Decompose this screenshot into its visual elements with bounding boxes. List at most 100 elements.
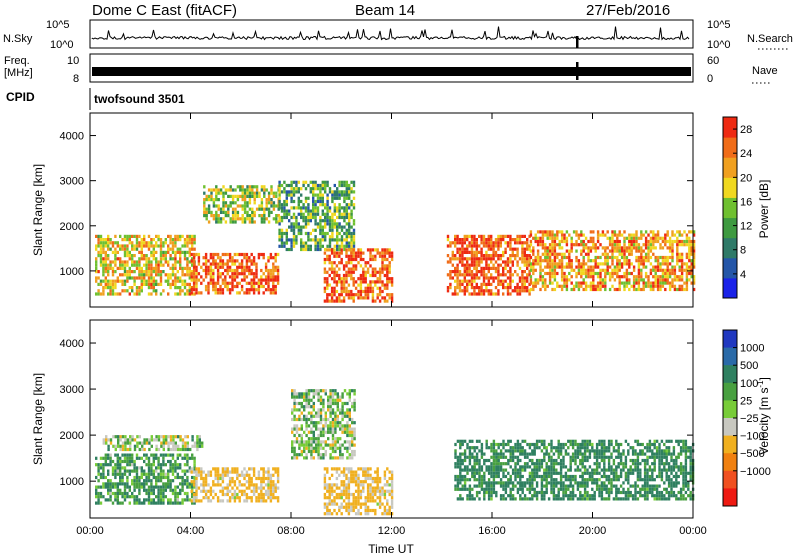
echo-cell [471, 465, 474, 469]
echo-cell [671, 271, 674, 276]
echo-cell [348, 187, 351, 191]
echo-cell [336, 228, 339, 232]
echo-cell [323, 483, 327, 487]
echo-cell [528, 257, 531, 261]
echo-cell [188, 282, 191, 286]
echo-cell [123, 466, 127, 470]
echo-cell [172, 447, 175, 452]
echo-cell [255, 262, 258, 266]
echo-cell [485, 490, 488, 495]
echo-cell [236, 467, 239, 471]
echo-cell [376, 470, 379, 474]
echo-cell [526, 238, 529, 242]
echo-cell [499, 279, 502, 283]
echo-cell [293, 414, 296, 418]
echo-cell [654, 284, 657, 288]
echo-cell [342, 286, 346, 290]
echo-cell [143, 501, 146, 505]
echo-cell [334, 398, 337, 402]
echo-cell [183, 463, 187, 467]
echo-cell [623, 275, 626, 279]
echo-cell [102, 257, 105, 261]
echo-cell [104, 260, 107, 264]
echo-cell [145, 456, 148, 460]
echo-cell [644, 236, 648, 240]
echo-cell [179, 488, 182, 492]
echo-cell [291, 430, 294, 434]
echo-cell [359, 264, 363, 268]
echo-cell [293, 417, 296, 422]
echo-cell [128, 270, 131, 274]
echo-cell [169, 469, 172, 473]
echo-cell [459, 468, 462, 472]
echo-cell [248, 256, 251, 260]
echo-cell [183, 286, 187, 290]
echo-cell [341, 427, 344, 431]
echo-cell [210, 198, 213, 202]
echo-cell [326, 508, 329, 513]
echo-cell [193, 501, 196, 505]
echo-cell [616, 275, 619, 279]
echo-cell [676, 246, 679, 250]
echo-cell [461, 497, 464, 501]
echo-cell [167, 485, 170, 489]
echo-cell [374, 283, 377, 287]
echo-cell [558, 284, 561, 288]
echo-cell [340, 470, 343, 474]
echo-cell [342, 299, 346, 303]
echo-cell [456, 481, 460, 485]
echo-cell [140, 273, 143, 277]
echo-cell [330, 261, 334, 265]
echo-cell [250, 284, 253, 289]
echo-cell [326, 212, 329, 216]
echo-cell [248, 272, 251, 276]
echo-cell [352, 270, 355, 274]
echo-cell [509, 234, 512, 238]
echo-cell [233, 272, 237, 276]
echo-cell [227, 207, 230, 211]
echo-cell [272, 275, 275, 279]
echo-cell [155, 244, 158, 248]
echo-cell [371, 286, 375, 290]
echo-cell [95, 257, 98, 261]
echo-cell [310, 430, 313, 434]
echo-cell [104, 286, 107, 290]
echo-cell [145, 475, 148, 480]
echo-cell [145, 266, 148, 270]
echo-cell [99, 466, 103, 470]
echo-cell [177, 447, 180, 452]
echo-cell [340, 251, 343, 255]
echo-cell [685, 239, 689, 244]
echo-cell [506, 270, 510, 274]
echo-cell [327, 405, 330, 409]
echo-cell [347, 492, 351, 497]
echo-cell [333, 467, 336, 471]
echo-cell [454, 254, 457, 258]
echo-cell [322, 405, 325, 409]
echo-cell [463, 276, 466, 280]
echo-cell [162, 435, 165, 439]
echo-cell [652, 243, 655, 247]
echo-cell [666, 239, 669, 244]
echo-cell [143, 282, 146, 286]
echo-cell [463, 263, 466, 267]
echo-cell [328, 206, 332, 210]
echo-cell [451, 270, 454, 274]
echo-cell [304, 196, 308, 200]
echo-cell [378, 496, 382, 500]
echo-cell [345, 212, 348, 216]
echo-cell [133, 447, 137, 452]
echo-cell [97, 244, 100, 248]
echo-cell [492, 244, 495, 248]
echo-cell [678, 255, 681, 260]
echo-cell [307, 235, 310, 239]
echo-cell [346, 421, 349, 425]
echo-cell [352, 492, 355, 497]
echo-cell [272, 473, 275, 477]
echo-cell [195, 496, 198, 500]
echo-cell [251, 188, 254, 192]
echo-cell [323, 280, 327, 284]
echo-cell [152, 238, 155, 242]
echo-cell [635, 281, 638, 285]
echo-cell [207, 489, 210, 493]
